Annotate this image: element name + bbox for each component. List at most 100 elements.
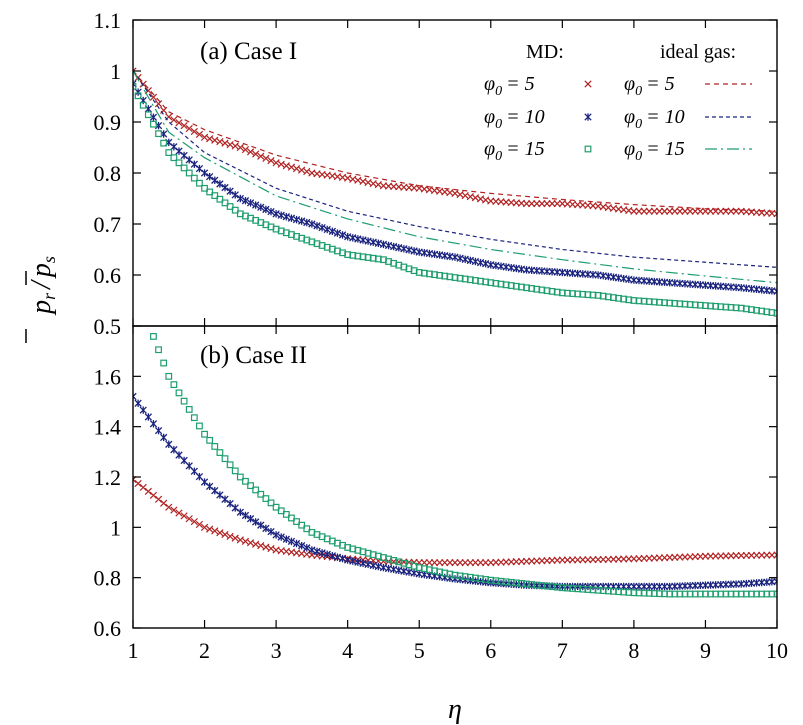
- panel-a-series-1-point: [333, 229, 342, 237]
- panel-b-series-1-point: [308, 546, 316, 554]
- panel-a-series-0-point-stroke-2: [252, 150, 260, 158]
- panel-b-series-0-point-stroke-2: [154, 495, 163, 503]
- panel-b-series-1-point: [149, 420, 158, 428]
- panel-a-series-1-point: [451, 253, 459, 261]
- panel-a-series-0-point-stroke-2: [272, 159, 280, 167]
- panel-b-series-1-point: [154, 426, 163, 435]
- panel-b-series-0-point-stroke-1: [773, 551, 777, 556]
- panel-b-series-0-point: [241, 537, 250, 545]
- panel-b-series-2-point: [272, 503, 280, 511]
- panel-b-series-2-point-square: [773, 590, 777, 598]
- panel-b-series-2-point: [247, 482, 254, 490]
- panel-b-series-2-point-square: [190, 414, 198, 422]
- panel-b-series-2-point: [267, 499, 275, 507]
- panel-a-series-0-point: [246, 148, 255, 156]
- panel-a-series-0-point: [277, 160, 285, 168]
- panel-a-series-1-point: [206, 172, 214, 181]
- panel-b-series-2-point: [298, 521, 306, 529]
- panel-b-series-2-point: [252, 486, 260, 494]
- panel-b-series-0-point-stroke-2: [185, 515, 193, 523]
- panel-b-series-0-point-stroke-2: [691, 553, 699, 561]
- panel-b-series-1-point: [333, 553, 342, 561]
- panel-a-series-1-point: [369, 238, 377, 246]
- panel-a-series-0-point: [773, 210, 777, 218]
- panel-a-series-1-point: [400, 245, 408, 253]
- legend-phi: φ: [624, 106, 635, 128]
- panel-b-series-2-point: [175, 389, 183, 397]
- panel-b-series-0-point: [195, 520, 204, 529]
- panel-a-ytick-label: 0.9: [94, 110, 122, 135]
- legend-md-label-1: φ0 = 10: [484, 106, 545, 132]
- legend-phi-value: = 15: [506, 138, 545, 160]
- panel-a-ytick-label: 0.6: [94, 263, 122, 288]
- panel-a-ytick-label: 0.5: [94, 314, 122, 339]
- panel-a-series-2-point-square: [206, 188, 214, 196]
- panel-b-ytick-label: 1: [110, 515, 121, 540]
- panel-b-series-0-point-stroke-2: [584, 556, 592, 564]
- panel-a-series-1-point: [461, 255, 469, 264]
- panel-a-series-0-point: [154, 100, 163, 108]
- panel-b-series-1-point: [144, 413, 152, 421]
- panel-a-series-1-point: [185, 156, 193, 164]
- panel-b-series-2-point: [206, 436, 214, 444]
- panel-a-series-0-point: [241, 146, 250, 154]
- panel-b-series-1-point: [160, 433, 168, 442]
- panel-a-series-1-point: [236, 194, 244, 203]
- panel-b-series-1-point: [252, 518, 260, 526]
- legend-phi-sub: 0: [495, 117, 502, 132]
- panel-b-series-2-point: [226, 461, 234, 469]
- panel-b-series-0-point: [773, 551, 777, 559]
- panel-a-ytick-label: 1.1: [94, 8, 122, 33]
- panel-a-series-1-point: [195, 164, 204, 173]
- panel-b-series-0-point-stroke-2: [609, 555, 618, 563]
- y-label-den-sub: s: [39, 256, 59, 263]
- panel-a-series-0-point-stroke-2: [257, 152, 265, 160]
- panel-b-series-2-point-square: [247, 482, 254, 490]
- panel-b-series-0-point-stroke-2: [236, 536, 244, 544]
- panel-a-series-0-point-stroke-2: [211, 136, 219, 144]
- panel-b-series-0-point: [206, 525, 214, 533]
- panel-a-series-1-point: [190, 160, 198, 168]
- panel-a-series-1-point: [466, 256, 474, 265]
- panel-a-series-1-md-points: [133, 80, 777, 296]
- panel-a-series-2-point-square: [133, 82, 137, 90]
- panel-a-series-1-point: [323, 225, 331, 234]
- legend-phi: φ: [624, 138, 635, 160]
- legend-phi-sub: 0: [635, 84, 642, 99]
- legend-phi-sub: 0: [495, 84, 502, 99]
- panel-a-series-1-point: [384, 241, 393, 250]
- panel-b-series-1-point: [318, 549, 326, 557]
- panel-b-series-0-point-stroke-2: [139, 483, 147, 492]
- panel-a-series-2-point: [170, 154, 178, 162]
- panel-a-series-2-point: [185, 169, 193, 177]
- panel-a-series-0-point-stroke-1: [773, 210, 777, 215]
- panel-b-series-0-point-stroke-2: [640, 554, 648, 563]
- panel-a-series-1-point: [257, 203, 265, 211]
- legend-phi-value: = 5: [646, 73, 675, 95]
- panel-b-series-0-point-stroke-2: [487, 558, 495, 567]
- panel-b-series-2-point-square: [180, 397, 188, 405]
- panel-b-series-2-point-square: [216, 449, 224, 456]
- panel-b-series-0-point-stroke-2: [604, 555, 612, 563]
- panel-a-series-0-point-stroke-2: [133, 67, 137, 72]
- y-label-sep: /: [26, 279, 57, 291]
- panel-a-series-1-point: [262, 205, 270, 214]
- panel-b-series-2-point: [140, 307, 146, 313]
- panel-b-series-1-point: [231, 504, 239, 512]
- panel-b-series-2-point-square: [160, 359, 168, 367]
- panel-a-series-0-point: [139, 80, 147, 88]
- panel-a-series-1-point-stroke-2: [133, 80, 137, 85]
- panel-b-series-0-point-stroke-2: [543, 556, 551, 565]
- panel-b-series-0-point-stroke-2: [722, 552, 730, 560]
- panel-a-series-0-point-stroke-2: [303, 167, 311, 176]
- panel-a-series-1-point: [410, 247, 418, 255]
- panel-a-series-1-point: [374, 239, 382, 248]
- panel-a-series-0-point-stroke-2: [175, 119, 183, 127]
- panel-a-series-2-point-square: [155, 130, 162, 138]
- panel-a-series-2-point-square: [160, 139, 168, 147]
- panel-b-series-1-point: [200, 478, 209, 486]
- legend-phi-sub: 0: [635, 117, 642, 132]
- panel-b-series-0-point-stroke-2: [558, 556, 566, 564]
- x-tick-label: 6: [485, 638, 496, 663]
